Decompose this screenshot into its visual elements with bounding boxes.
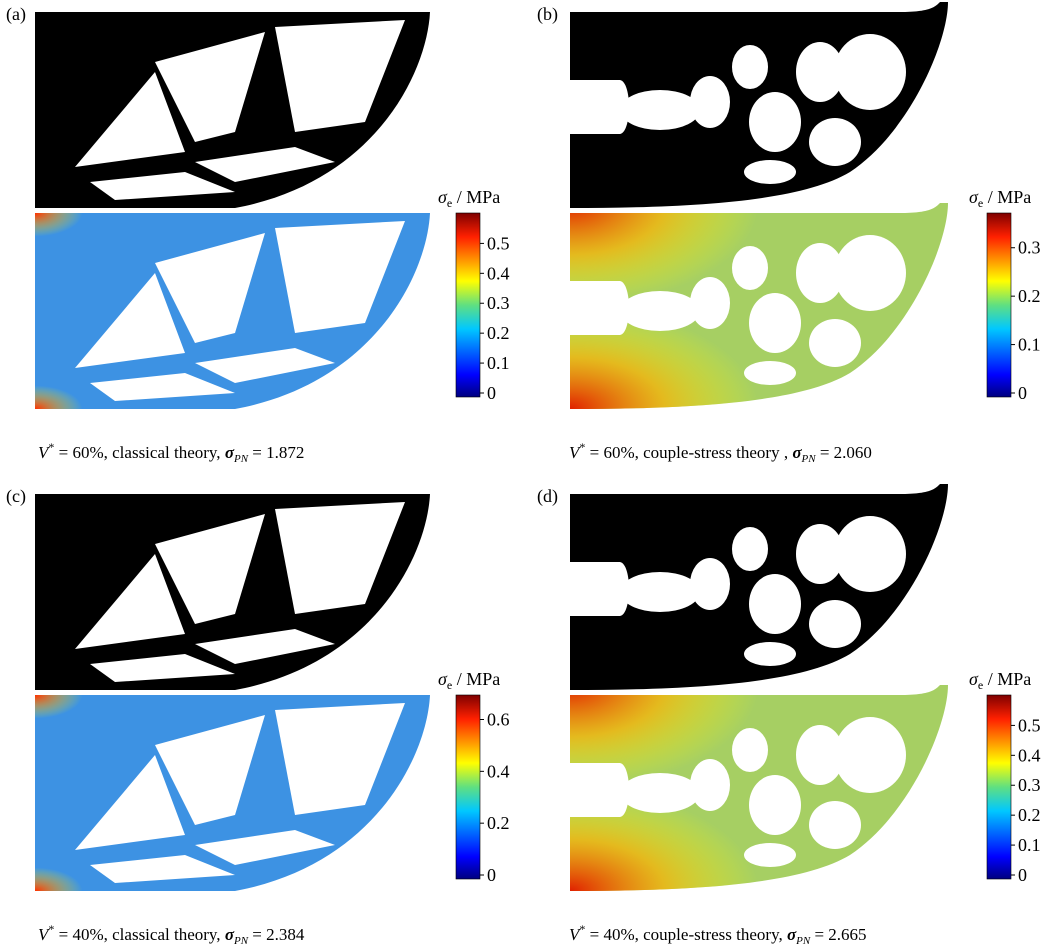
hole [744,361,796,385]
panel: (d) 0 0.1 0.2 0.3 0.4 0.5 σe / MPa V* = 40%, cou… [537,484,1041,944]
hole [732,246,768,290]
hole [834,34,906,110]
colorbar-tick-label: 0.6 [487,710,510,730]
caption-v-text: = 60%, classical theory, [54,443,224,462]
colorbar-tick-label: 0 [487,865,496,885]
topology-image [570,203,948,409]
topology-image [570,484,948,690]
topology-image [570,685,948,891]
figure: (a) 0 0.1 0.2 0.3 0.4 0.5 σe / MPa V* = 60%, cla… [0,0,1062,944]
caption: V* = 60%, couple-stress theory , σPN = 2… [569,440,872,465]
hole [834,516,906,592]
caption-v-text: = 40%, couple-stress theory, [585,925,787,944]
topology-image [35,12,430,208]
caption: V* = 60%, classical theory, σPN = 1.872 [38,440,304,465]
colorbar [456,213,480,397]
caption-value: = 2.384 [248,925,305,944]
caption-sigma-sub: PN [801,453,817,465]
colorbar-title: σe / MPa [969,669,1031,692]
colorbar-title: σe / MPa [438,187,500,210]
hole [732,527,768,571]
hole [732,728,768,772]
hole [732,45,768,89]
panel: (a) 0 0.1 0.2 0.3 0.4 0.5 σe / MPa V* = 60%, cla… [6,4,510,465]
caption-value: = 2.060 [816,443,872,462]
panel-label: (a) [6,4,26,25]
colorbar [456,695,480,879]
hole [749,775,801,835]
colorbar [987,695,1011,879]
hole [834,717,906,793]
hole [620,90,700,130]
panel-label: (b) [537,4,558,25]
panel: (b) 0 0.1 0.2 0.3 σe / MPa V* = 60%, couple-st… [537,2,1041,465]
hole [744,642,796,666]
hole [620,773,700,813]
topology-image [570,2,948,208]
hole [570,562,629,616]
colorbar-tick-label: 0.3 [1018,238,1041,258]
colorbar-tick-label: 0.4 [1018,745,1041,765]
hole [749,293,801,353]
colorbar-tick-label: 0.2 [1018,286,1041,306]
colorbar-unit: / MPa [983,669,1031,689]
hole [744,160,796,184]
colorbar-tick-label: 0.2 [487,323,510,343]
topology-image [35,213,430,409]
hole [809,600,861,648]
hole [809,801,861,849]
hole [749,574,801,634]
caption: V* = 40%, couple-stress theory, σPN = 2.… [569,922,867,944]
hole [809,319,861,367]
colorbar-tick-label: 0.2 [487,813,510,833]
colorbar-unit: / MPa [452,669,500,689]
hole [690,277,730,329]
hole [690,76,730,128]
colorbar-tick-label: 0.2 [1018,805,1041,825]
caption-sigma-sub: PN [795,935,811,944]
caption-value: = 1.872 [248,443,304,462]
colorbar-tick-label: 0.4 [487,263,510,283]
hole [570,281,629,335]
hole [570,80,629,134]
caption-v-text: = 40%, classical theory, [54,925,224,944]
colorbar [987,213,1011,397]
hole [690,558,730,610]
colorbar-tick-label: 0.5 [1018,715,1041,735]
panel-label: (c) [6,486,26,507]
topology-image [35,695,430,891]
hole [834,235,906,311]
hole [809,118,861,166]
hole [690,759,730,811]
hole [749,92,801,152]
colorbar-tick-label: 0 [1018,383,1027,403]
caption-sigma-sub: PN [233,935,249,944]
hole [620,291,700,331]
colorbar-tick-label: 0.3 [487,293,510,313]
colorbar-title: σe / MPa [438,669,500,692]
hole [620,572,700,612]
colorbar-tick-label: 0 [1018,865,1027,885]
colorbar-title: σe / MPa [969,187,1031,210]
colorbar-tick-label: 0.3 [1018,775,1041,795]
caption: V* = 40%, classical theory, σPN = 2.384 [38,922,305,944]
hole [570,763,629,817]
colorbar-tick-label: 0.4 [487,761,510,781]
colorbar-unit: / MPa [452,187,500,207]
colorbar-tick-label: 0.5 [487,233,510,253]
colorbar-tick-label: 0 [487,383,496,403]
colorbar-tick-label: 0.1 [1018,335,1041,355]
panel: (c) 0 0.2 0.4 0.6 σe / MPa V* = 40%, classical… [6,486,510,944]
colorbar-tick-label: 0.1 [1018,835,1041,855]
hole [744,843,796,867]
caption-value: = 2.665 [810,925,866,944]
caption-sigma-sub: PN [233,453,249,465]
colorbar-unit: / MPa [983,187,1031,207]
topology-image [35,494,430,690]
colorbar-tick-label: 0.1 [487,353,510,373]
caption-v-text: = 60%, couple-stress theory , [585,443,792,462]
panel-label: (d) [537,486,558,507]
